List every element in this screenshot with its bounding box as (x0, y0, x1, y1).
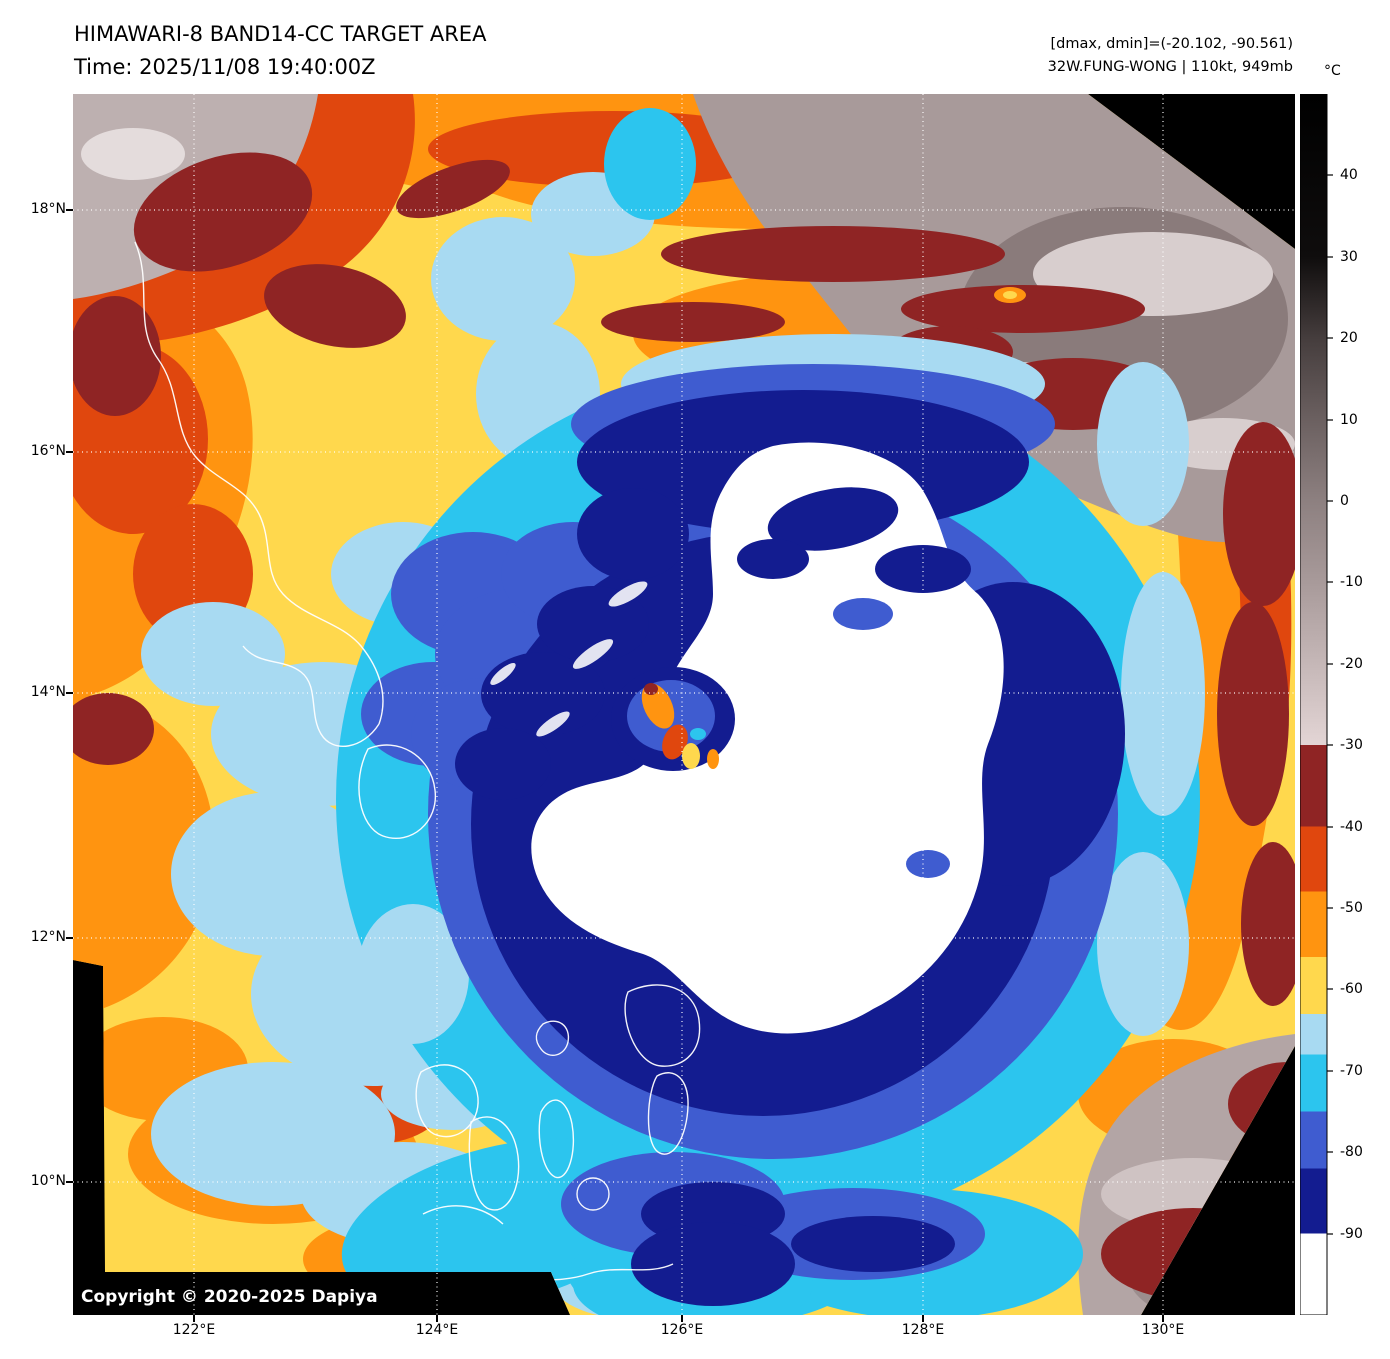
axis-tick (681, 1315, 683, 1322)
colorbar-tick-label: 40 (1340, 167, 1358, 183)
satellite-map: Copyright © 2020-2025 Dapiya (73, 94, 1295, 1315)
lat-tick-label: 10°N (30, 1173, 66, 1189)
colorbar-tick-label: 30 (1340, 249, 1358, 265)
coastlines (134, 241, 701, 1290)
graticule (73, 94, 1295, 1315)
storm-info: 32W.FUNG-WONG | 110kt, 949mb (1047, 59, 1293, 75)
axis-tick (922, 1315, 924, 1322)
figure-time: Time: 2025/11/08 19:40:00Z (74, 55, 376, 79)
lon-tick-label: 130°E (1141, 1322, 1185, 1338)
axis-tick (66, 1181, 73, 1183)
colorbar (1299, 93, 1336, 1316)
axis-tick (66, 692, 73, 694)
lon-tick-label: 124°E (415, 1322, 459, 1338)
lat-tick-label: 12°N (30, 929, 66, 945)
dmax-dmin-readout: [dmax, dmin]=(-20.102, -90.561) (1050, 36, 1294, 52)
lon-tick-label: 122°E (172, 1322, 216, 1338)
axis-tick (193, 1315, 195, 1322)
lat-tick-label: 16°N (30, 443, 66, 459)
swath-imagery (73, 94, 1295, 1315)
lat-tick-label: 14°N (30, 684, 66, 700)
satellite-image: Copyright © 2020-2025 Dapiya (73, 94, 1295, 1315)
typhoon-eye (611, 667, 735, 771)
lon-tick-label: 128°E (901, 1322, 945, 1338)
colorbar-tick-label: -40 (1340, 819, 1363, 835)
axis-tick (66, 937, 73, 939)
colorbar-gradient (1299, 93, 1333, 1316)
colorbar-tick-label: 0 (1340, 493, 1349, 509)
colorbar-tick-label: -50 (1340, 900, 1363, 916)
lon-tick-label: 126°E (660, 1322, 704, 1338)
colorbar-tick-label: 20 (1340, 330, 1358, 346)
axis-tick (66, 451, 73, 453)
lat-tick-label: 18°N (30, 201, 66, 217)
colorbar-tick-label: -70 (1340, 1063, 1363, 1079)
colorbar-tick-label: -30 (1340, 737, 1363, 753)
figure-title: HIMAWARI-8 BAND14-CC TARGET AREA (74, 22, 487, 46)
colorbar-tick-label: -20 (1340, 656, 1363, 672)
axis-tick (1162, 1315, 1164, 1322)
axis-tick (436, 1315, 438, 1322)
colorbar-unit-label: °C (1324, 63, 1341, 79)
colorbar-tick-label: -60 (1340, 981, 1363, 997)
colorbar-tick-label: 10 (1340, 412, 1358, 428)
central-dense-overcast (531, 442, 1004, 1034)
colorbar-tick-label: -90 (1340, 1226, 1363, 1242)
axis-tick (66, 209, 73, 211)
colorbar-tick-label: -80 (1340, 1144, 1363, 1160)
colorbar-tick-label: -10 (1340, 574, 1363, 590)
copyright-text: Copyright © 2020-2025 Dapiya (81, 1287, 378, 1307)
